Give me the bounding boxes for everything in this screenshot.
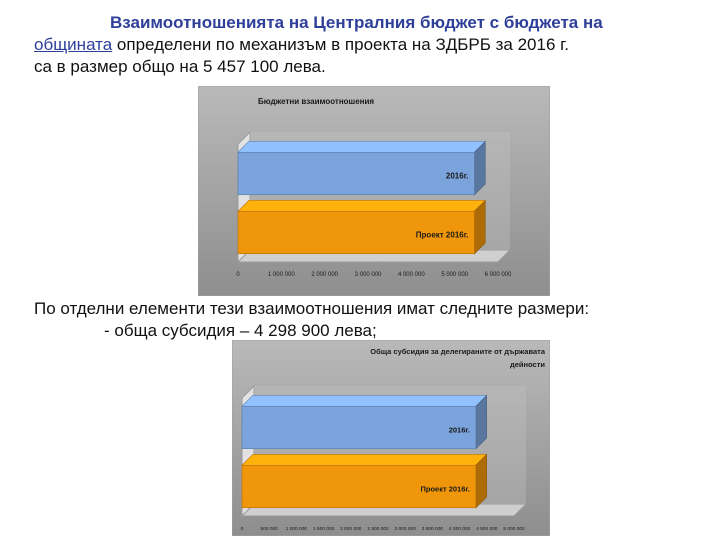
- x-tick-label: 5 000 000: [503, 526, 525, 532]
- x-tick-label: 3 000 000: [395, 526, 417, 532]
- bar: [237, 151, 475, 196]
- subsidy-item: - обща субсидия – 4 298 900 лева;: [104, 321, 377, 340]
- bar: [237, 210, 475, 255]
- intro-line-1: Взаимоотношенията на Централния бюджет с…: [110, 13, 603, 32]
- bar-top: [241, 454, 488, 466]
- bar: [241, 405, 477, 450]
- bar-top: [237, 200, 486, 212]
- x-tick-label: 3 500 000: [422, 526, 444, 532]
- x-tick-label: 1 000 000: [268, 272, 295, 278]
- x-tick-label: 4 500 000: [476, 526, 498, 532]
- budget-relations-chart: Бюджетни взаимоотношения 2016г. Проект 201…: [197, 85, 551, 297]
- bar-category-label: 2016г.: [446, 172, 469, 181]
- x-tick-label: 0: [241, 526, 244, 532]
- x-tick-label: 5 000 000: [441, 272, 468, 278]
- x-tick-label: 2 000 000: [340, 526, 362, 532]
- x-tick-label: 500 000: [261, 526, 279, 532]
- subsidy-chart: Обща субсидия за делегираните от държава…: [231, 339, 551, 537]
- x-tick-label: 3 000 000: [355, 272, 382, 278]
- bar-category-label: Проект 2016г.: [420, 485, 469, 494]
- bar-category-label: 2016г.: [449, 426, 470, 435]
- intro-paragraph: Взаимоотношенията на Централния бюджет с…: [34, 12, 694, 78]
- x-tick-label: 6 000 000: [485, 272, 512, 278]
- x-tick-label: 2 000 000: [311, 272, 338, 278]
- x-tick-label: 4 000 000: [398, 272, 425, 278]
- intro-line-3: са в размер общо на 5 457 100 лева.: [34, 57, 326, 76]
- x-tick-label: 1 500 000: [313, 526, 335, 532]
- x-tick-label: 1 000 000: [286, 526, 308, 532]
- bar-category-label: Проект 2016г.: [416, 231, 469, 240]
- budget-relations-chart-svg: Бюджетни взаимоотношения 2016г. Проект 201…: [197, 85, 551, 297]
- x-tick-label: 2 500 000: [367, 526, 389, 532]
- x-tick-label: 0: [236, 272, 240, 278]
- chart-title: Обща субсидия за делегираните от държава…: [370, 347, 546, 356]
- bar-top: [241, 395, 488, 407]
- x-tick-label: 4 000 000: [449, 526, 471, 532]
- bar: [241, 464, 477, 509]
- subsidy-chart-svg: Обща субсидия за делегираните от държава…: [231, 339, 551, 537]
- chart-title: Бюджетни взаимоотношения: [258, 97, 374, 106]
- bar-top: [237, 141, 486, 153]
- intro-underlined-word: общината: [34, 35, 113, 54]
- elements-intro: По отделни елементи тези взаимоотношения…: [34, 299, 590, 318]
- intro-line-2: определени по механизъм в проекта на ЗДБ…: [112, 35, 569, 54]
- chart-title: дейности: [510, 360, 545, 369]
